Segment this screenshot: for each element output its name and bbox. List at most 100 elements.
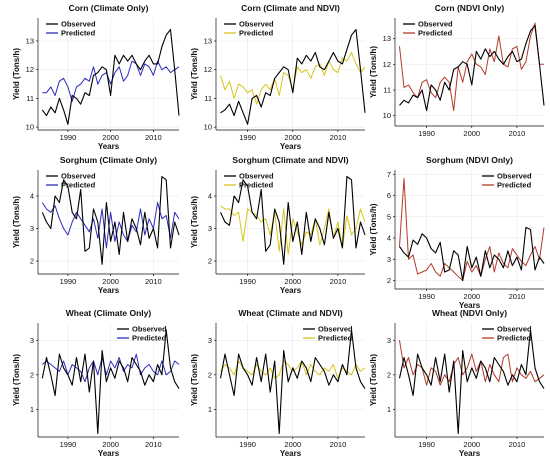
legend-label: Predicted [61,181,96,190]
y-tick-label: 2 [208,370,212,379]
chart-panel-8: 1990 2000 2010 1 2 3 Wheat (Climate and NDVI) Y… [190,308,366,457]
panel-title: Corn (Climate and NDVI) [241,3,340,13]
x-tick-label: 2000 [463,440,480,449]
y-tick-label: 13 [383,34,391,43]
y-tick-label: 1 [387,405,391,414]
x-tick-label: 2000 [284,440,301,449]
legend-label: Predicted [61,29,96,38]
legend-label: Observed [239,20,274,29]
x-tick-label: 1990 [60,440,77,449]
legend-label: Observed [61,20,96,29]
x-tick-label: 2010 [330,440,347,449]
panel-title: Sorghum (Climate Only) [60,155,157,165]
panel-title: Sorghum (Climate and NDVI) [232,155,348,165]
x-axis-label: Years [280,286,302,295]
y-tick-label: 2 [208,257,212,266]
x-axis-label: Years [280,449,302,457]
y-axis-label: Yield (Tons/h) [12,196,21,248]
chart-panel-5: 1990 2000 2010 2 3 4 Sorghum (Climate and NDVI… [190,155,366,295]
observed-series-line [41,28,180,125]
x-tick-label: 2010 [509,440,526,449]
legend-label: Observed [497,172,532,181]
x-tick-label: 2000 [463,129,480,138]
y-tick-label: 1 [208,405,212,414]
y-tick-label: 11 [383,86,391,95]
y-axis-label: Yield (Tons/h) [190,48,199,100]
legend-label: Observed [418,20,453,29]
observed-series-line [219,329,366,435]
panel-title: Corn (NDVI Only) [435,3,505,13]
x-tick-label: 2000 [102,133,119,142]
observed-series-line [41,329,180,435]
x-tick-label: 1990 [60,277,77,286]
legend-label: Observed [239,172,274,181]
panel-title: Wheat (Climate and NDVI) [238,308,343,318]
y-tick-label: 12 [204,65,212,74]
observed-series-line [220,28,366,125]
y-tick-label: 10 [26,123,34,132]
y-axis-label: Yield (Tons/h) [369,46,378,98]
observed-series-line [220,175,366,265]
x-tick-label: 2010 [330,277,347,286]
x-tick-label: 2010 [145,277,162,286]
y-tick-label: 7 [387,170,391,179]
y-tick-label: 2 [30,257,34,266]
y-tick-label: 2 [387,276,391,285]
y-axis-label: Yield (Tons/h) [369,354,378,406]
legend-label: Predicted [132,334,167,343]
y-tick-label: 11 [204,94,212,103]
legend-label: Predicted [418,29,453,38]
observed-series-line [41,175,180,265]
x-tick-label: 2000 [284,277,301,286]
legend-label: Predicted [239,29,274,38]
x-axis-label: Years [98,449,120,457]
panel-title: Sorghum (NDVI Only) [426,155,513,165]
x-axis-label: Years [98,142,120,151]
x-tick-label: 2000 [102,440,119,449]
y-tick-label: 12 [383,60,391,69]
observed-series-line [399,25,545,112]
chart-panel-9: 1990 2000 2010 1 2 3 Wheat (NDVI Only) Years Yie… [369,308,545,457]
y-tick-label: 3 [208,224,212,233]
legend-label: Observed [132,325,167,334]
x-tick-label: 2010 [145,440,162,449]
y-tick-label: 3 [387,255,391,264]
x-tick-label: 2010 [330,133,347,142]
chart-panel-4: 1990 2000 2010 2 3 4 Sorghum (Climate Only) Yea… [12,155,180,295]
x-tick-label: 2010 [509,292,526,301]
observed-series-line [399,226,545,282]
y-axis-label: Yield (Tons/h) [12,48,21,100]
y-axis-label: Yield (Tons/h) [190,354,199,406]
x-axis-label: Years [459,301,481,310]
y-tick-label: 10 [383,111,391,120]
y-tick-label: 4 [208,192,212,201]
x-axis-label: Years [98,286,120,295]
panel-title: Wheat (NDVI Only) [432,308,507,318]
predicted-series-line [41,202,180,249]
y-tick-label: 13 [204,36,212,45]
y-tick-label: 3 [208,336,212,345]
y-tick-label: 6 [387,191,391,200]
x-tick-label: 1990 [418,440,435,449]
x-axis-label: Years [459,449,481,457]
y-tick-label: 2 [387,370,391,379]
x-tick-label: 2000 [284,133,301,142]
y-axis-label: Yield (Tons/h) [369,203,378,255]
y-tick-label: 4 [30,192,34,201]
y-tick-label: 4 [387,234,391,243]
y-tick-label: 13 [26,36,34,45]
legend-label: Observed [497,325,532,334]
legend-label: Predicted [318,334,353,343]
x-tick-label: 1990 [418,292,435,301]
predicted-series-line [399,178,545,281]
y-tick-label: 3 [30,224,34,233]
x-axis-label: Years [280,142,302,151]
x-tick-label: 1990 [60,133,77,142]
predicted-series-line [42,60,180,102]
x-tick-label: 1990 [239,133,256,142]
y-axis-label: Yield (Tons/h) [12,354,21,406]
y-tick-label: 10 [204,123,212,132]
